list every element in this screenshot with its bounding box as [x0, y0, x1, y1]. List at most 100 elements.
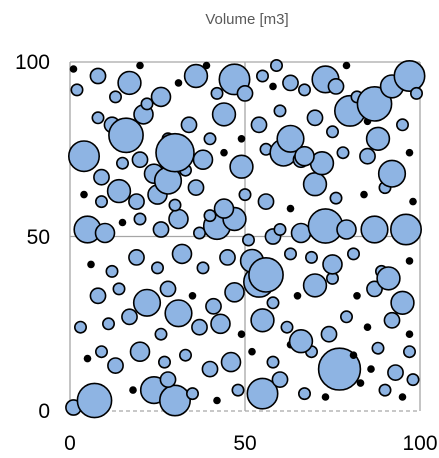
bubble-point: [117, 70, 142, 96]
bubble-point: [140, 97, 154, 111]
bubble-point: [205, 297, 222, 315]
bubble-point: [336, 146, 350, 160]
bubble-point: [266, 296, 280, 310]
bubble-point: [294, 145, 315, 167]
bubble-point: [152, 221, 170, 238]
bubble-point: [346, 247, 360, 261]
bubble-point: [91, 111, 105, 125]
bubble-point: [229, 154, 254, 179]
bubble-point: [93, 168, 110, 186]
bubble-point: [266, 355, 280, 369]
bubble-point: [187, 179, 205, 196]
bubble-point: [237, 135, 246, 143]
bubble-point: [306, 109, 324, 127]
bubble-point: [248, 256, 284, 293]
bubble-point: [118, 218, 127, 227]
bubble-point: [283, 247, 297, 261]
bubble-point: [390, 290, 415, 315]
bubble-point: [132, 288, 162, 317]
bubble-point: [201, 360, 219, 378]
bubble-point: [356, 379, 365, 387]
bubble-point: [159, 371, 177, 388]
bubble-point: [95, 345, 109, 359]
bubble-point: [179, 348, 193, 362]
bubble-point: [80, 190, 88, 199]
bubble-point: [129, 386, 137, 394]
bubble-point: [302, 172, 328, 197]
x-tick-label: 0: [64, 432, 76, 455]
bubble-point: [128, 248, 145, 266]
bubble-point: [339, 310, 353, 324]
y-axis-ticks: 0 50 100: [15, 51, 50, 423]
bubble-point: [286, 204, 295, 213]
bubble-point: [409, 86, 423, 100]
bubble-point: [325, 125, 339, 139]
bubble-point: [250, 116, 268, 134]
bubble-point: [203, 209, 217, 223]
bubble-point: [297, 387, 311, 401]
bubble-point: [131, 151, 149, 169]
bubble-point: [237, 330, 246, 339]
bubble-point: [342, 61, 351, 70]
bubble-point: [213, 396, 221, 405]
bubble-point: [402, 345, 416, 359]
bubble-point: [255, 69, 269, 83]
x-axis-ticks: 0 50 100: [64, 432, 437, 455]
bubble-point: [321, 393, 330, 401]
bubble-point: [180, 116, 198, 134]
bubble-point: [317, 347, 362, 391]
bubble-point: [70, 83, 84, 97]
bubble-point: [293, 292, 302, 300]
bubble-point: [213, 198, 235, 219]
bubble-point: [196, 261, 210, 275]
y-tick-label: 50: [27, 226, 50, 249]
bubble-point: [282, 74, 299, 92]
bubble-point: [121, 308, 138, 326]
bubble-point: [304, 250, 318, 264]
bubble-point: [406, 373, 420, 387]
bubble-point: [191, 318, 208, 336]
bubble-point: [89, 287, 107, 305]
bubble-point: [302, 273, 328, 298]
bubble-point: [405, 330, 414, 339]
bubble-point: [387, 364, 404, 381]
bubble-point: [186, 387, 200, 401]
bubble-point: [133, 212, 147, 226]
bubble-point: [366, 280, 383, 298]
bubble-point: [168, 198, 182, 212]
bubble-point: [280, 320, 294, 334]
bubble-point: [329, 191, 343, 205]
bubble-point: [87, 260, 95, 269]
bubble-point: [236, 85, 254, 102]
bubble-point: [174, 79, 183, 87]
bubble-point: [171, 243, 193, 265]
bubble-point: [356, 86, 393, 122]
bubble-point: [159, 280, 177, 298]
bubble-point: [95, 195, 109, 209]
bubble-point: [297, 83, 311, 97]
bubble-point: [192, 149, 214, 170]
bubble-point: [108, 117, 144, 154]
bubble-point: [106, 178, 132, 204]
bubble-point: [128, 193, 145, 210]
bubble-point: [276, 124, 305, 153]
bubble-point: [359, 147, 376, 165]
bubble-point: [89, 67, 107, 85]
bubble-point: [288, 329, 314, 354]
bubble-point: [365, 126, 391, 152]
bubble-point: [322, 254, 343, 275]
bubble-point: [395, 118, 409, 132]
bubble-point: [105, 264, 119, 278]
bubble-point: [360, 215, 389, 244]
bubble-point: [168, 208, 189, 230]
bubble-point: [220, 148, 228, 157]
bubble-point: [231, 383, 245, 397]
bubble-point: [336, 219, 357, 240]
bubble-point: [83, 354, 92, 363]
bubble-point: [116, 156, 130, 170]
bubble-point: [409, 197, 417, 206]
bubble-point: [349, 351, 358, 360]
bubble-point: [164, 299, 193, 328]
bubble-point: [376, 266, 401, 291]
